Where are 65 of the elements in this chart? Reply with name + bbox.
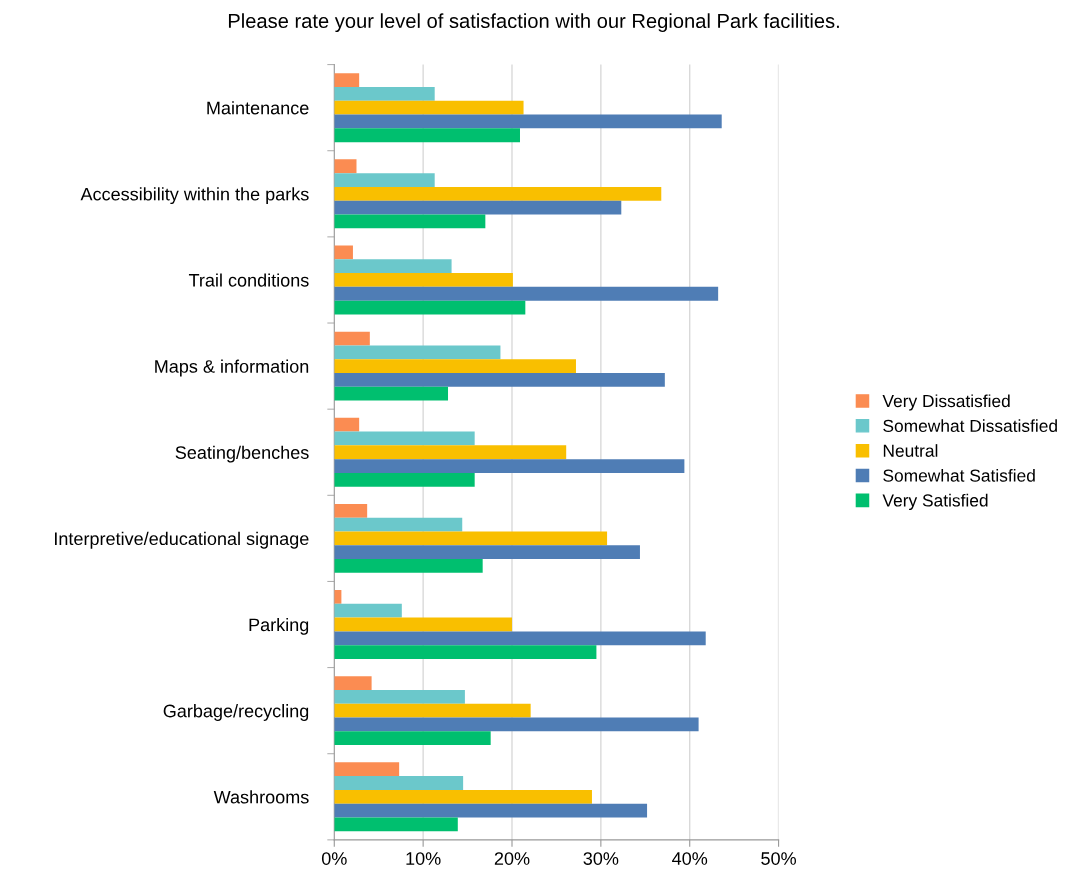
bar — [334, 214, 486, 229]
bar — [334, 731, 491, 746]
bar — [334, 531, 608, 546]
bar — [334, 128, 520, 143]
bar — [334, 803, 648, 818]
y-tick-label: Trail conditions — [188, 273, 309, 287]
bar — [334, 689, 465, 704]
bar — [334, 173, 435, 187]
bar — [334, 300, 526, 315]
bar — [334, 114, 722, 129]
bar — [334, 259, 452, 274]
y-tick-label: Parking — [249, 617, 309, 635]
bar — [334, 100, 524, 115]
x-tick-label: 40% — [672, 852, 708, 865]
x-tick-label: 50% — [761, 852, 796, 865]
bar — [334, 545, 640, 560]
bar — [334, 73, 360, 87]
chart-title: Please rate your level of satisfaction with our Regional Park facilities. — [228, 13, 839, 33]
bar — [334, 717, 699, 732]
legend-label: Neutral — [883, 444, 938, 457]
legend-label: Somewhat Satisfied — [883, 469, 1035, 482]
legend-label: Very Dissatisfied — [882, 394, 1010, 411]
bar — [334, 445, 567, 460]
x-tick-label: 0% — [321, 852, 347, 865]
legend-label: Somewhat Dissatisfied — [883, 419, 1057, 433]
bar — [334, 331, 370, 346]
x-tick-label: 30% — [583, 852, 619, 865]
bar — [334, 503, 368, 518]
bar — [334, 776, 464, 790]
bar — [334, 200, 622, 215]
bar — [334, 762, 400, 777]
y-tick-label: Accessibility within the parks — [80, 187, 309, 205]
y-tick-label: Maps & information — [155, 359, 309, 377]
bar — [334, 703, 531, 718]
bar — [334, 372, 665, 387]
bar — [334, 159, 357, 174]
bar — [334, 817, 458, 832]
bar — [334, 345, 501, 360]
bar — [334, 517, 463, 532]
y-tick-label: Washrooms — [213, 790, 309, 804]
x-tick-label: 10% — [406, 852, 441, 865]
bar — [334, 631, 706, 646]
bar — [334, 386, 449, 401]
y-tick-label: Garbage/recycling — [163, 704, 309, 721]
bar — [334, 286, 719, 301]
bar — [334, 603, 402, 618]
bar — [334, 645, 597, 659]
bar — [334, 245, 353, 260]
bar — [334, 789, 592, 804]
bar — [334, 459, 685, 473]
legend-label: Very Satisfied — [882, 493, 988, 511]
y-tick-label: Maintenance — [207, 101, 309, 115]
bar — [334, 87, 435, 101]
x-tick-label: 20% — [494, 852, 530, 865]
bar — [334, 676, 372, 690]
bar — [334, 186, 662, 201]
bar — [334, 431, 475, 446]
bar — [334, 273, 513, 287]
bar — [334, 617, 512, 632]
y-tick-label: Interpretive/educational signage — [55, 531, 309, 549]
bar — [334, 359, 576, 373]
bar — [334, 472, 475, 487]
bar — [334, 559, 483, 573]
bar — [334, 417, 360, 432]
y-tick-label: Seating/benches — [175, 445, 309, 463]
